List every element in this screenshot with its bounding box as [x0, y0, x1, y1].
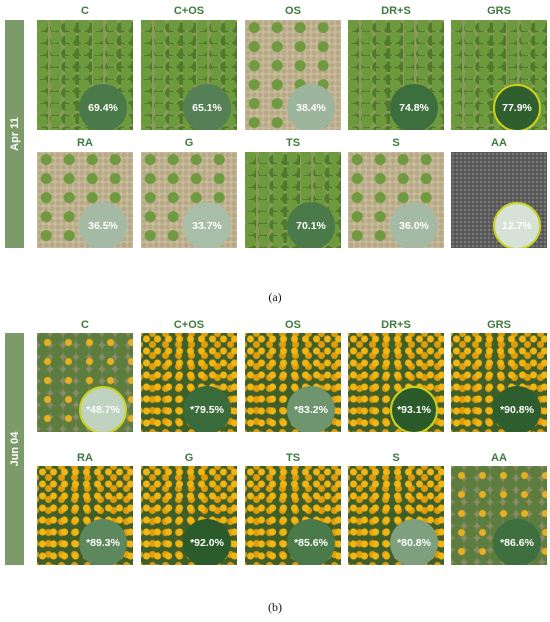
panel-caption: (a)	[268, 290, 282, 304]
treatment-label: C+OS	[173, 319, 205, 331]
treatment-label: RA	[77, 452, 93, 464]
date-label: Jun 04	[8, 431, 21, 467]
coverage-badge: *92.0%	[183, 519, 231, 565]
coverage-badge: *90.8%	[493, 386, 541, 432]
treatment-label: G	[184, 452, 194, 464]
treatment-label: TS	[285, 137, 301, 149]
plot-photo: *85.6%	[245, 466, 341, 565]
plot-photo: 36.0%	[348, 152, 444, 248]
treatment-label: C	[81, 5, 89, 17]
plot-photo: *48.7%	[37, 333, 133, 432]
plot-photo: *80.8%	[348, 466, 444, 565]
plot-photo: 36.5%	[37, 152, 133, 248]
treatment-label: S	[392, 452, 400, 464]
coverage-badge: 36.5%	[79, 202, 127, 248]
treatment-label: OS	[285, 319, 301, 331]
coverage-badge: *48.7%	[79, 386, 127, 432]
plot-photo: *86.6%	[451, 466, 547, 565]
plot-photo: 38.4%	[245, 20, 341, 130]
plot-photo: 12.7%	[451, 152, 547, 248]
treatment-label: G	[184, 137, 194, 149]
coverage-badge: 69.4%	[79, 84, 127, 130]
treatment-label: DR+S	[381, 319, 411, 331]
treatment-label: GRS	[487, 5, 511, 17]
plot-photo: *89.3%	[37, 466, 133, 565]
panel-caption: (b)	[268, 600, 282, 614]
coverage-badge: *79.5%	[183, 386, 231, 432]
date-bar: Jun 04	[5, 333, 24, 565]
plot-photo: 65.1%	[141, 20, 237, 130]
treatment-label: S	[392, 137, 400, 149]
treatment-label: GRS	[487, 319, 511, 331]
treatment-label: TS	[285, 452, 301, 464]
coverage-badge: *89.3%	[79, 519, 127, 565]
treatment-label: DR+S	[381, 5, 411, 17]
coverage-badge: 12.7%	[493, 202, 541, 248]
plot-photo: 74.8%	[348, 20, 444, 130]
plot-photo: 69.4%	[37, 20, 133, 130]
coverage-badge: 77.9%	[493, 84, 541, 130]
plot-photo: *83.2%	[245, 333, 341, 432]
coverage-badge: *85.6%	[287, 519, 335, 565]
treatment-label: RA	[77, 137, 93, 149]
date-bar: Apr 11	[5, 20, 24, 248]
plot-photo: 77.9%	[451, 20, 547, 130]
coverage-badge: 65.1%	[183, 84, 231, 130]
date-label: Apr 11	[8, 117, 21, 151]
coverage-badge: 38.4%	[287, 84, 335, 130]
plot-photo: 70.1%	[245, 152, 341, 248]
treatment-label: C+OS	[173, 5, 205, 17]
treatment-label: OS	[285, 5, 301, 17]
coverage-badge: 36.0%	[390, 202, 438, 248]
coverage-badge: *93.1%	[390, 386, 438, 432]
coverage-badge: *80.8%	[390, 519, 438, 565]
coverage-badge: *86.6%	[493, 519, 541, 565]
coverage-badge: 74.8%	[390, 84, 438, 130]
coverage-badge: *83.2%	[287, 386, 335, 432]
plot-photo: *92.0%	[141, 466, 237, 565]
treatment-label: AA	[491, 137, 507, 149]
coverage-badge: 70.1%	[287, 202, 335, 248]
plot-photo: *79.5%	[141, 333, 237, 432]
coverage-badge: 33.7%	[183, 202, 231, 248]
plot-photo: *93.1%	[348, 333, 444, 432]
treatment-label: C	[81, 319, 89, 331]
plot-photo: *90.8%	[451, 333, 547, 432]
treatment-label: AA	[491, 452, 507, 464]
plot-photo: 33.7%	[141, 152, 237, 248]
